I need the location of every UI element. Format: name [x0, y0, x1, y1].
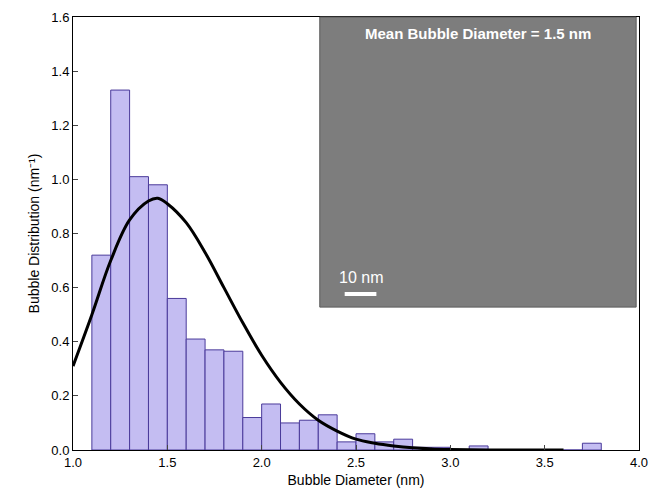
svg-text:0.2: 0.2	[51, 388, 69, 403]
svg-text:1.5: 1.5	[158, 455, 176, 470]
svg-text:2.5: 2.5	[347, 455, 365, 470]
svg-text:Bubble Diameter (nm): Bubble Diameter (nm)	[288, 472, 425, 488]
svg-text:2.0: 2.0	[253, 455, 271, 470]
svg-text:0.0: 0.0	[51, 443, 69, 458]
svg-text:1.0: 1.0	[64, 455, 82, 470]
svg-text:10 nm: 10 nm	[339, 269, 383, 286]
svg-text:Bubble Distribution (nm⁻¹): Bubble Distribution (nm⁻¹)	[26, 154, 42, 314]
svg-text:4.0: 4.0	[630, 455, 648, 470]
svg-text:0.8: 0.8	[51, 226, 69, 241]
svg-text:0.6: 0.6	[51, 280, 69, 295]
svg-text:3.5: 3.5	[536, 455, 554, 470]
svg-text:3.0: 3.0	[441, 455, 459, 470]
svg-text:1.2: 1.2	[51, 118, 69, 133]
svg-text:1.0: 1.0	[51, 172, 69, 187]
svg-text:1.4: 1.4	[51, 64, 69, 79]
svg-text:1.6: 1.6	[51, 10, 69, 25]
svg-text:Mean Bubble Diameter = 1.5 nm: Mean Bubble Diameter = 1.5 nm	[365, 25, 591, 42]
svg-text:0.4: 0.4	[51, 334, 69, 349]
